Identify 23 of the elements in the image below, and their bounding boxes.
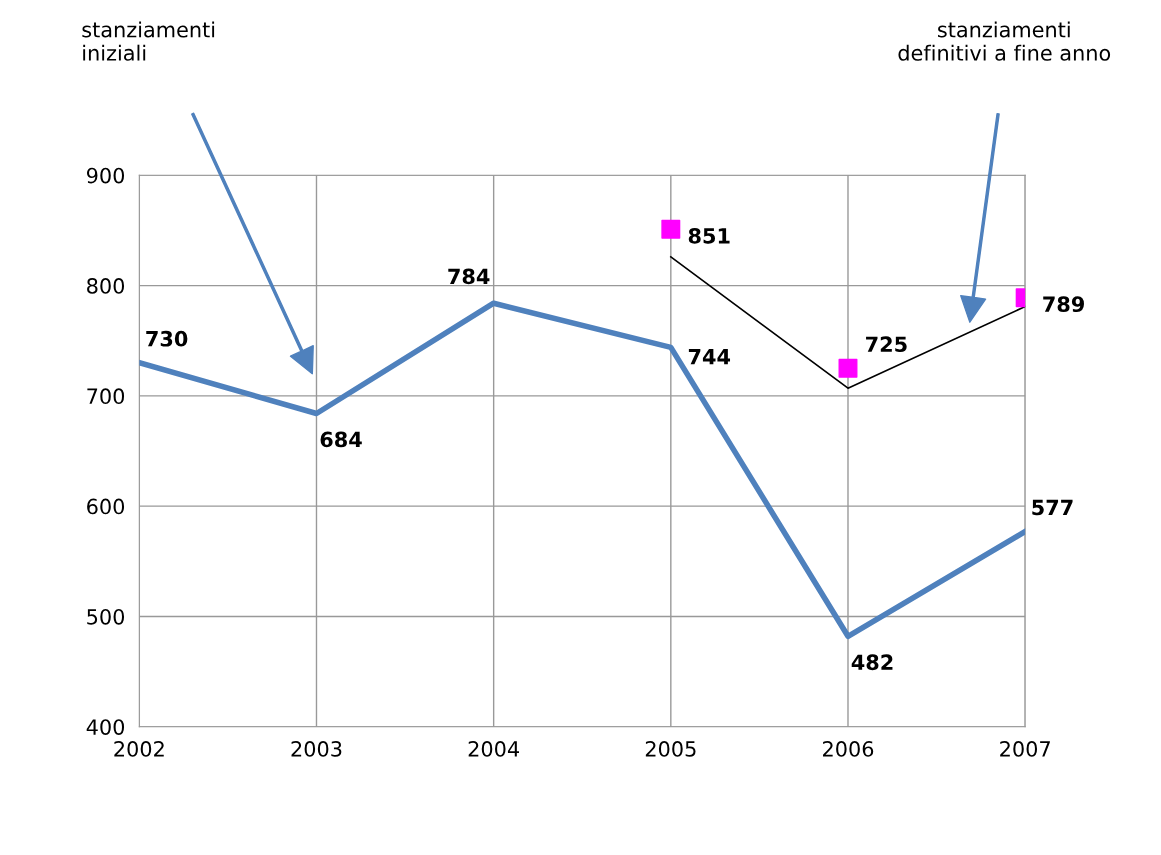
data-label: 744 xyxy=(688,349,731,365)
data-label: 482 xyxy=(851,654,893,671)
text: stanziamenti iniziali xyxy=(82,21,215,61)
data-label: 577 xyxy=(1032,499,1073,516)
x-tick-label: 2003 xyxy=(291,741,342,757)
x-tick-label: 2006 xyxy=(823,741,874,757)
y-tick-label: 900 xyxy=(86,167,125,184)
data-label: 851 xyxy=(688,227,730,244)
y-tick-label: 700 xyxy=(87,388,125,405)
y-tick-label: 500 xyxy=(87,608,125,625)
x-tick-label: 2005 xyxy=(645,741,696,757)
data-label: 684 xyxy=(320,431,362,448)
x-tick-label: 2002 xyxy=(114,741,164,757)
y-tick-label: 600 xyxy=(87,498,125,515)
x-tick-label: 2004 xyxy=(468,741,519,757)
data-label: 784 xyxy=(448,268,490,285)
data-label: 789 xyxy=(1043,296,1084,313)
data-label: 725 xyxy=(866,336,907,353)
y-tick-label: 400 xyxy=(86,719,125,735)
text: stanziamenti definitivi a fine anno xyxy=(898,21,1111,61)
x-tick-label: 2007 xyxy=(1000,741,1050,757)
y-tick-label: 800 xyxy=(87,278,125,294)
data-label: 730 xyxy=(146,330,188,347)
